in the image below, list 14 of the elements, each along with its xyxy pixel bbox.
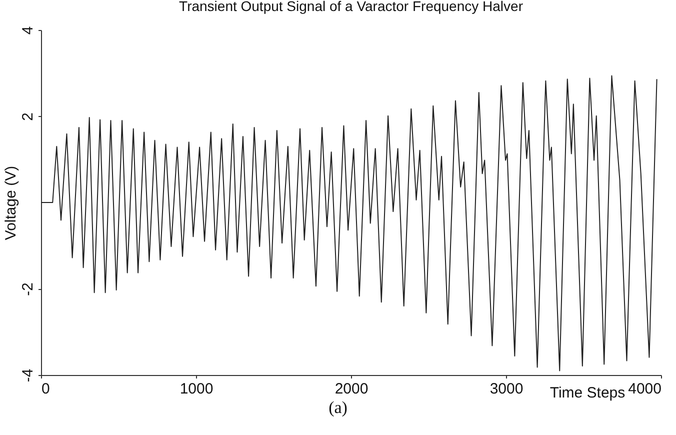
y-tick-label: 2 [20,112,36,121]
text: (a) [328,398,348,417]
y-tick-label: -2 [20,282,36,296]
x-tick-label: 3000 [490,380,524,398]
line-series [41,75,658,372]
x-tick-label: 2000 [334,380,368,398]
x-tick-label: 1000 [180,380,214,398]
x-tick-label: 4000 [628,380,662,398]
y-tick-label: -4 [20,368,36,382]
x-axis-title: Time Steps [550,384,626,402]
chart-title: Transient Output Signal of a Varactor Frequency Halver [179,0,524,14]
x-tick-label: 0 [42,380,50,398]
y-axis-title: Voltage (V) [2,166,20,240]
y-tick-label: 4 [20,26,36,35]
